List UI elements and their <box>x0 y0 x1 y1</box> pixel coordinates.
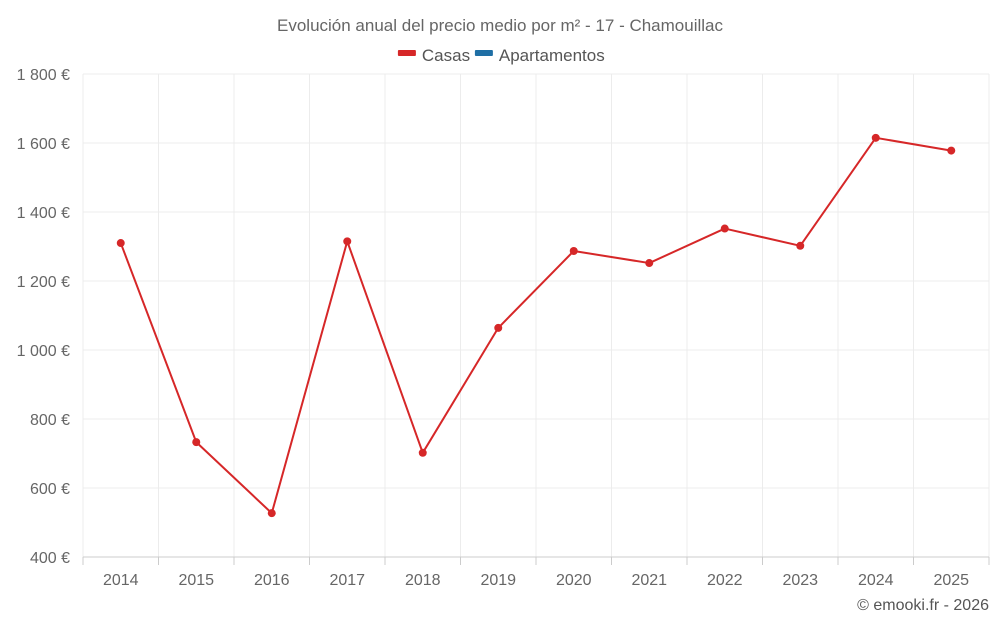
y-tick-label: 600 € <box>30 481 70 498</box>
y-tick-label: 1 000 € <box>17 343 70 360</box>
data-point-2016[interactable] <box>267 509 276 518</box>
x-tick-label: 2017 <box>329 572 365 589</box>
data-point-2023[interactable] <box>796 241 805 250</box>
y-tick-label: 800 € <box>30 412 70 429</box>
data-point-2015[interactable] <box>192 438 201 447</box>
legend-label: Apartamentos <box>499 46 605 65</box>
y-tick-label: 1 800 € <box>17 67 70 84</box>
legend-swatch <box>474 50 493 56</box>
y-tick-label: 1 400 € <box>17 205 70 222</box>
y-tick-label: 1 600 € <box>17 136 70 153</box>
x-tick-label: 2019 <box>480 572 516 589</box>
legend[interactable]: Casas Apartamentos <box>397 46 605 65</box>
axes: 400 € 600 € 800 € 1 000 € 1 200 € 1 400 € 1 60… <box>17 67 990 589</box>
y-tick-label: 400 € <box>30 550 70 567</box>
x-tick-label: 2018 <box>405 572 441 589</box>
legend-swatch <box>397 50 416 56</box>
legend-item-casas[interactable]: Casas <box>397 46 470 65</box>
legend-item-apartamentos[interactable]: Apartamentos <box>474 46 605 65</box>
x-tick-label: 2015 <box>178 572 214 589</box>
data-point-2017[interactable] <box>343 237 352 246</box>
data-point-2025[interactable] <box>947 146 956 155</box>
data-point-2019[interactable] <box>494 323 503 332</box>
grid <box>82 73 990 557</box>
series <box>116 133 956 518</box>
x-tick-label: 2020 <box>556 572 592 589</box>
legend-label: Casas <box>422 46 470 65</box>
data-point-2024[interactable] <box>871 133 880 142</box>
series-line-casas <box>119 136 952 515</box>
data-point-2014[interactable] <box>116 239 125 248</box>
chart-title: Evolución anual del precio medio por m² … <box>277 16 723 35</box>
x-tick-label: 2024 <box>858 572 894 589</box>
data-point-2020[interactable] <box>569 246 578 255</box>
x-tick-label: 2021 <box>631 572 667 589</box>
x-tick-label: 2023 <box>782 572 818 589</box>
y-tick-label: 1 200 € <box>17 274 70 291</box>
x-tick-label: 2022 <box>707 572 743 589</box>
credit-text: © emooki.fr - 2026 <box>857 597 989 614</box>
x-tick-label: 2016 <box>254 572 290 589</box>
x-tick-label: 2025 <box>933 572 969 589</box>
x-tick-label: 2014 <box>103 572 139 589</box>
data-point-2018[interactable] <box>418 448 427 457</box>
data-point-2021[interactable] <box>645 259 654 268</box>
data-point-2022[interactable] <box>720 224 729 233</box>
